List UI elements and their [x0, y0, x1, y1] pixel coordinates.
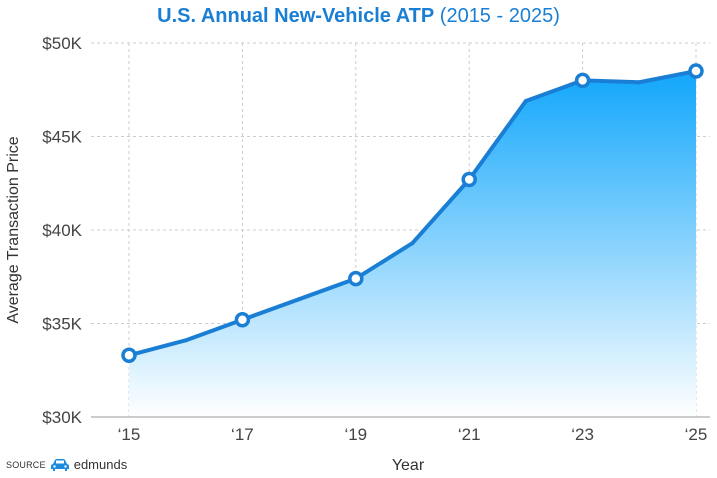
series-line-segment [410, 177, 472, 246]
series-line-segment [353, 241, 415, 281]
x-tick-label: ‘21 [458, 425, 481, 444]
series-line-segment [297, 276, 358, 302]
x-axis-label: Year [392, 457, 425, 474]
series-line-segment [523, 78, 585, 103]
chart-title-main: U.S. Annual New-Vehicle ATP [157, 5, 435, 27]
x-tick-label: ‘25 [685, 425, 708, 444]
series-line-segment [183, 317, 245, 343]
x-tick-label: ‘23 [571, 425, 594, 444]
line-layer [127, 69, 698, 358]
x-axis-ticks: ‘15 ‘17 ‘19 ‘21 ‘23 ‘25 [118, 425, 708, 444]
data-point-marker [574, 72, 591, 89]
y-tick-label: $40K [42, 221, 82, 240]
y-tick-label: $50K [42, 34, 82, 53]
data-point-marker [688, 63, 704, 79]
series-line-segment [240, 297, 302, 322]
marker-layer [121, 63, 704, 364]
car-icon [50, 458, 69, 471]
data-point-marker [461, 171, 477, 188]
y-tick-label: $35K [42, 315, 82, 334]
x-tick-label: ‘17 [231, 425, 254, 444]
chart-title-range: (2015 - 2025) [439, 5, 560, 27]
series-line-segment [127, 338, 188, 358]
data-point-marker [234, 312, 251, 328]
brand-name: edmunds [73, 457, 128, 472]
y-axis-ticks: $50K $45K $40K $35K $30K [42, 34, 82, 427]
data-point-marker [121, 347, 137, 364]
series-line-segment [467, 98, 528, 182]
x-tick-label: ‘15 [118, 425, 141, 444]
chart-title: U.S. Annual New-Vehicle ATP (2015 - 2025… [0, 3, 717, 29]
y-tick-label: $30K [42, 408, 82, 427]
series-line-segment [580, 78, 642, 85]
x-tick-label: ‘19 [344, 425, 367, 444]
source-attribution: SOURCE edmunds [6, 457, 127, 472]
series-line-segment [637, 69, 698, 85]
y-tick-label: $45K [42, 128, 82, 147]
y-axis-label: Average Transaction Price [5, 136, 22, 323]
source-label: SOURCE [6, 459, 46, 470]
data-point-marker [348, 270, 364, 287]
